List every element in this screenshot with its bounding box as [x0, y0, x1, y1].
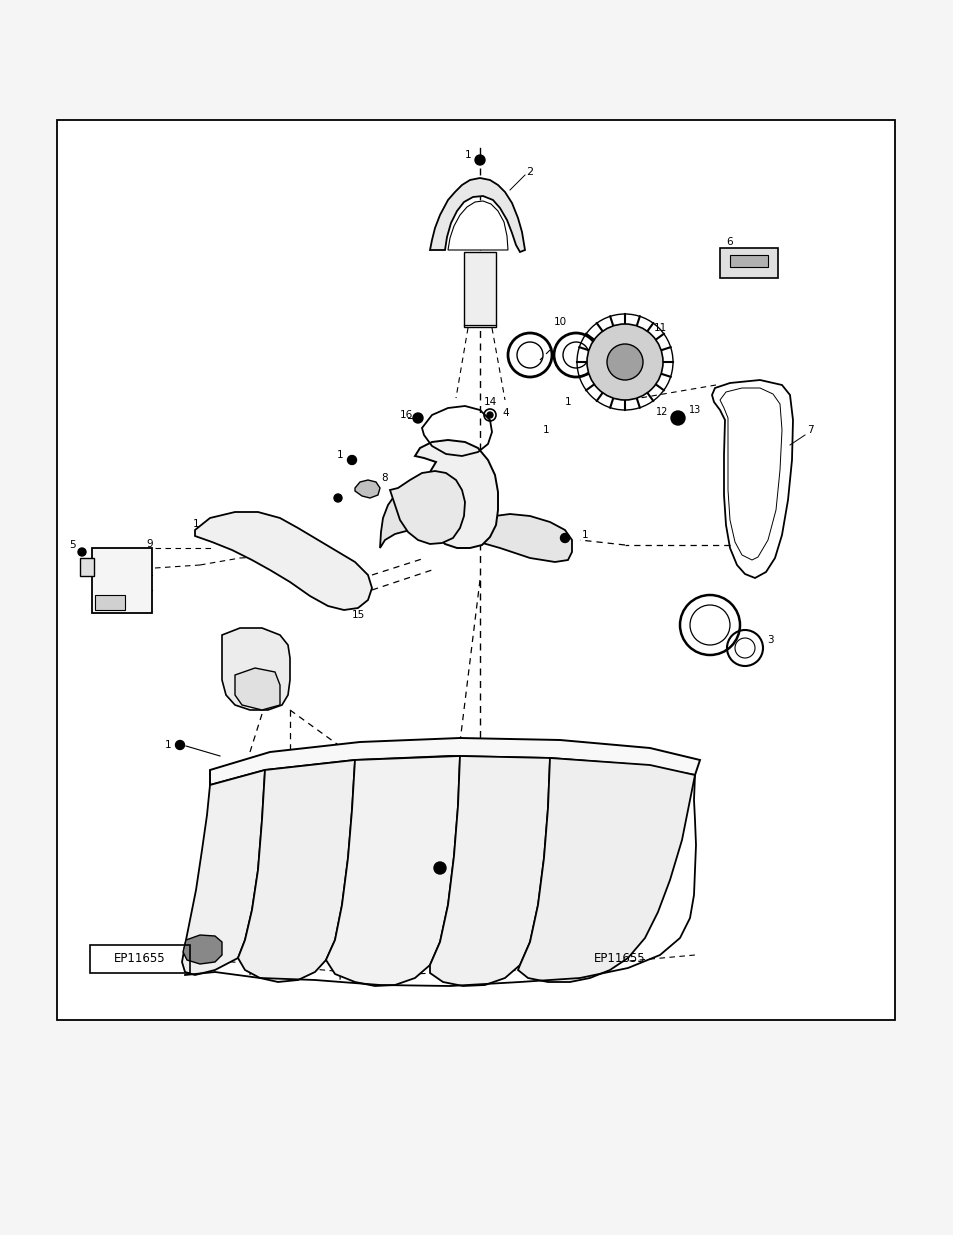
- Circle shape: [486, 412, 493, 417]
- Polygon shape: [448, 201, 507, 249]
- Circle shape: [670, 411, 684, 425]
- Circle shape: [413, 412, 422, 424]
- Polygon shape: [182, 769, 265, 974]
- Text: 12: 12: [655, 408, 667, 417]
- Circle shape: [78, 548, 86, 556]
- Text: 11: 11: [653, 324, 666, 333]
- Polygon shape: [355, 480, 379, 498]
- Text: 9: 9: [147, 538, 153, 550]
- Circle shape: [475, 156, 484, 165]
- Polygon shape: [222, 629, 290, 710]
- Polygon shape: [379, 490, 572, 562]
- Text: 3: 3: [766, 635, 773, 645]
- Text: 5: 5: [70, 540, 76, 550]
- Polygon shape: [183, 935, 222, 965]
- Circle shape: [434, 862, 446, 874]
- Polygon shape: [430, 178, 524, 252]
- Text: EP11655: EP11655: [594, 952, 645, 966]
- Text: 1: 1: [542, 425, 549, 435]
- Text: 10: 10: [553, 317, 566, 327]
- Text: 1: 1: [336, 450, 343, 459]
- Circle shape: [586, 324, 662, 400]
- Polygon shape: [517, 758, 695, 982]
- Text: 15: 15: [351, 610, 364, 620]
- Text: 1: 1: [193, 519, 199, 529]
- Text: 4: 4: [502, 408, 509, 417]
- Polygon shape: [234, 668, 280, 710]
- Polygon shape: [237, 760, 355, 982]
- Polygon shape: [326, 756, 459, 986]
- Text: 2: 2: [526, 167, 533, 177]
- Bar: [95, 595, 125, 610]
- Bar: [57, 120, 894, 1020]
- Text: 6: 6: [726, 237, 733, 247]
- Bar: [720, 248, 778, 278]
- Circle shape: [175, 741, 184, 750]
- Circle shape: [606, 345, 642, 380]
- Text: 16: 16: [399, 410, 413, 420]
- Polygon shape: [430, 756, 550, 986]
- Text: 1: 1: [165, 740, 172, 750]
- Bar: [80, 558, 94, 576]
- Text: 7: 7: [806, 425, 813, 435]
- Bar: [90, 945, 190, 973]
- Text: 14: 14: [483, 396, 497, 408]
- Text: 8: 8: [381, 473, 388, 483]
- Circle shape: [347, 456, 356, 464]
- Bar: [91, 548, 152, 613]
- Polygon shape: [415, 440, 497, 548]
- Circle shape: [334, 494, 341, 501]
- Text: EP11655: EP11655: [114, 952, 166, 966]
- Text: 1: 1: [464, 149, 471, 161]
- Circle shape: [560, 534, 569, 542]
- Polygon shape: [390, 471, 464, 543]
- Text: 13: 13: [688, 405, 700, 415]
- Text: 1: 1: [564, 396, 571, 408]
- Text: 1: 1: [581, 530, 588, 540]
- Polygon shape: [194, 513, 372, 610]
- Polygon shape: [210, 739, 700, 785]
- Bar: [463, 252, 496, 327]
- Bar: [729, 254, 767, 267]
